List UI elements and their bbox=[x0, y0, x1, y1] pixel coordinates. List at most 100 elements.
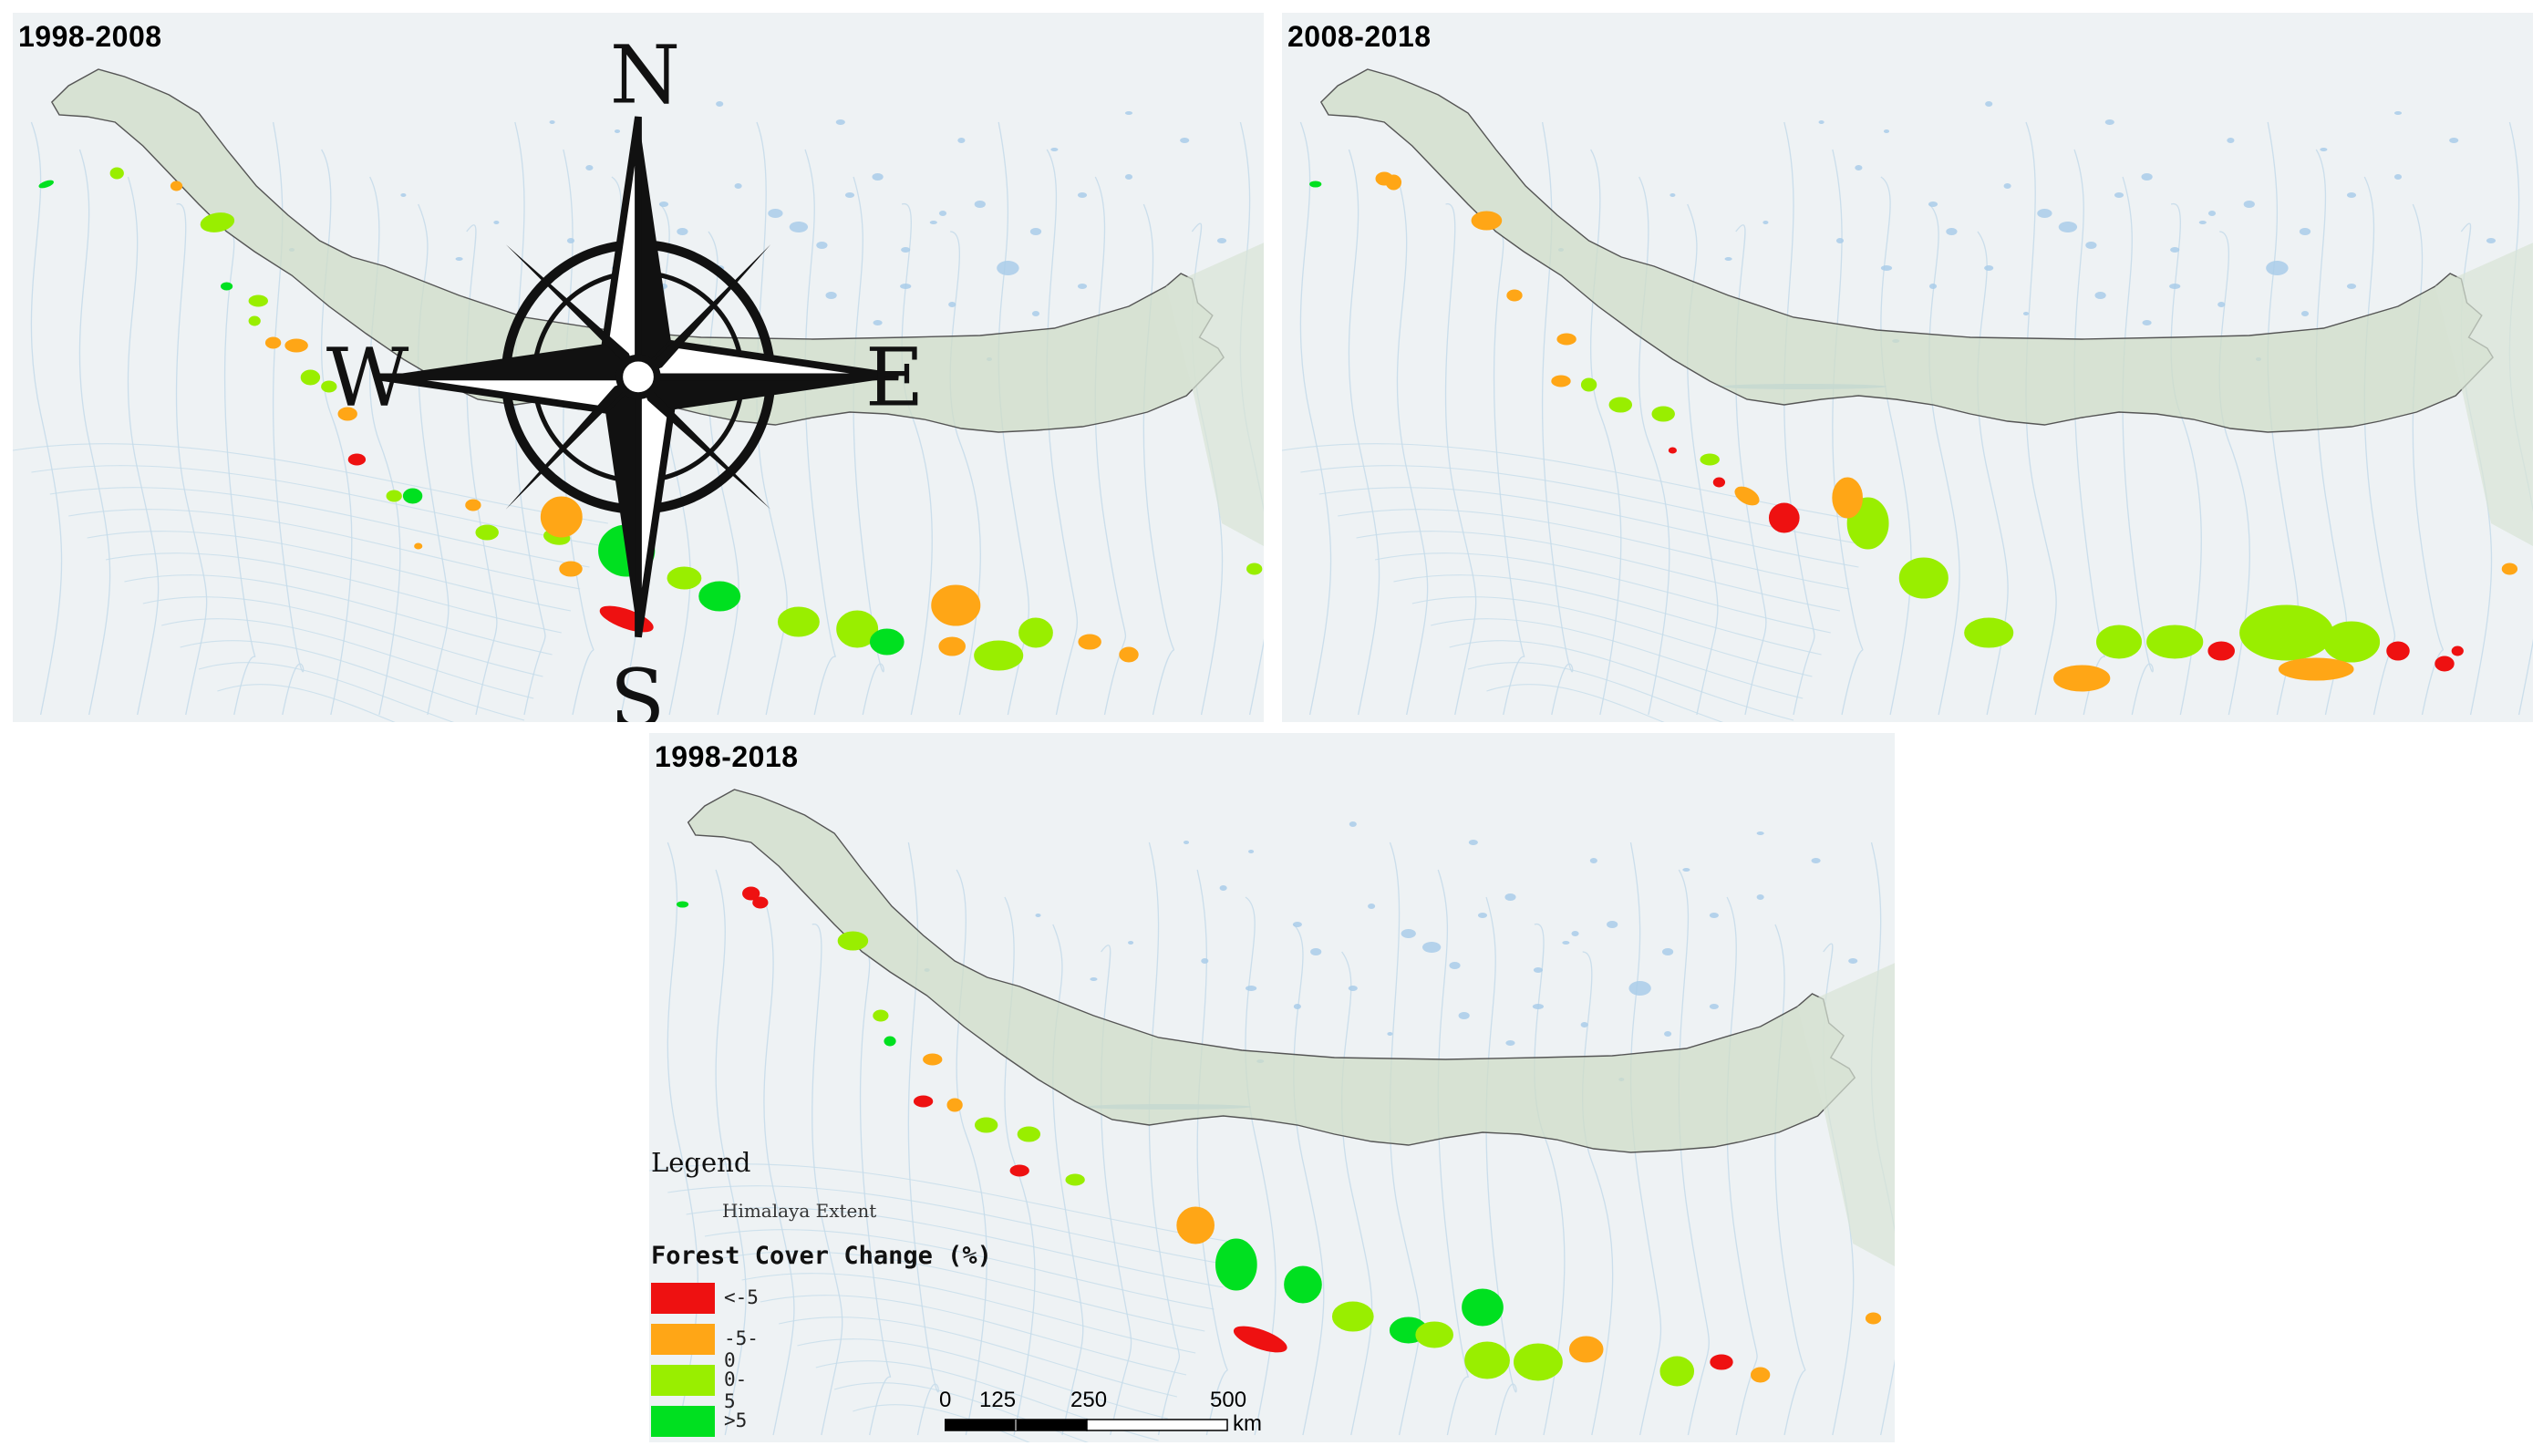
forest-change-patch bbox=[1710, 1354, 1733, 1370]
river-line bbox=[49, 487, 590, 568]
forest-change-patch bbox=[1768, 502, 1800, 533]
lake bbox=[400, 193, 407, 197]
river-line bbox=[30, 121, 63, 716]
lake bbox=[1310, 948, 1322, 955]
river-line bbox=[223, 231, 256, 716]
forest-change-patch bbox=[1734, 486, 1760, 506]
forest-change-patch bbox=[300, 369, 321, 386]
forest-change-patch bbox=[1514, 1343, 1563, 1381]
forest-change-patch bbox=[1176, 1206, 1215, 1244]
lake bbox=[2243, 201, 2255, 208]
lake bbox=[1589, 858, 1597, 863]
lake bbox=[816, 242, 828, 249]
scale-bar: 0 125 250 500 km bbox=[939, 1388, 1304, 1442]
river-line bbox=[321, 149, 353, 716]
lake bbox=[1664, 1031, 1672, 1037]
lake bbox=[997, 261, 1019, 275]
river-line bbox=[2218, 231, 2250, 716]
river-line bbox=[1396, 176, 1429, 716]
river-line bbox=[1348, 149, 1380, 716]
lake bbox=[974, 201, 986, 208]
forest-change-patch bbox=[836, 610, 879, 648]
lake bbox=[768, 209, 783, 218]
lake bbox=[455, 257, 463, 261]
forest-change-patch bbox=[1964, 617, 2014, 648]
river-line bbox=[1467, 662, 1724, 722]
lake bbox=[2170, 247, 2180, 253]
river-line bbox=[956, 869, 987, 1436]
compass-east-label: E bbox=[865, 330, 924, 424]
forest-change-patch bbox=[1017, 1126, 1041, 1142]
lake bbox=[1946, 228, 1958, 235]
river-line bbox=[723, 1251, 1205, 1332]
lake bbox=[1835, 238, 1845, 243]
map-panel-1998-2018: 1998-2018 Legend Himalaya Extent Forest … bbox=[649, 733, 1895, 1442]
lake bbox=[1662, 948, 1674, 955]
lake bbox=[1368, 904, 1376, 909]
forest-change-patch bbox=[1462, 1288, 1504, 1327]
river-line bbox=[2122, 176, 2154, 716]
river-line bbox=[1299, 121, 1332, 716]
river-line bbox=[1444, 203, 1477, 716]
river-line bbox=[1638, 176, 1670, 716]
forest-change-patch bbox=[2322, 621, 2381, 663]
forest-change-patch bbox=[475, 524, 499, 541]
river-line bbox=[1374, 552, 1831, 634]
lake bbox=[2094, 292, 2106, 299]
river-line bbox=[1046, 149, 1079, 716]
legend-extent-label: Himalaya Extent bbox=[722, 1200, 877, 1222]
lake bbox=[1628, 981, 1651, 996]
river-line bbox=[180, 640, 525, 721]
lake bbox=[1984, 265, 1994, 271]
forest-change-patch bbox=[1580, 377, 1597, 392]
forest-change-patch bbox=[284, 338, 308, 353]
lake bbox=[2141, 173, 2153, 181]
forest-change-patch bbox=[777, 606, 820, 637]
lake bbox=[1293, 1004, 1301, 1009]
lake bbox=[2104, 119, 2114, 125]
river-line bbox=[1437, 869, 1469, 1436]
lake bbox=[825, 292, 837, 299]
lake bbox=[1580, 1022, 1588, 1027]
river-line bbox=[418, 203, 450, 716]
river-line bbox=[1493, 231, 1525, 716]
lake bbox=[2037, 209, 2052, 218]
lake bbox=[2022, 312, 2030, 315]
lake bbox=[1928, 284, 1938, 289]
lake bbox=[1180, 138, 1190, 143]
lake bbox=[1468, 840, 1478, 845]
forest-change-patch bbox=[1331, 1301, 1374, 1332]
river-line bbox=[1582, 951, 1614, 1436]
forest-change-patch bbox=[1659, 1356, 1695, 1387]
river-line bbox=[1148, 842, 1181, 1436]
lake bbox=[2169, 284, 2181, 289]
lake bbox=[1031, 311, 1040, 316]
river-line bbox=[1687, 203, 1719, 716]
scale-tick-label: 500 bbox=[1210, 1388, 1247, 1412]
river-line bbox=[2412, 203, 2445, 716]
legend-class-label: <-5 bbox=[724, 1286, 759, 1308]
panel-title: 2008-2018 bbox=[1287, 20, 1432, 53]
forest-change-patch bbox=[386, 490, 402, 502]
lake bbox=[2198, 221, 2207, 224]
river-line bbox=[760, 1295, 1187, 1376]
forest-change-patch bbox=[402, 488, 423, 504]
river-line bbox=[811, 924, 843, 1436]
himalaya-extent-boundary bbox=[687, 789, 1856, 1153]
river-line bbox=[1389, 842, 1421, 1436]
lake bbox=[1562, 941, 1570, 945]
river-line bbox=[797, 1338, 1168, 1420]
forest-change-patch bbox=[1556, 333, 1576, 346]
forest-change-patch bbox=[2239, 604, 2334, 661]
lake bbox=[938, 211, 947, 216]
forest-change-patch bbox=[2386, 641, 2410, 661]
scale-tick-label: 0 bbox=[939, 1388, 952, 1412]
river-line bbox=[715, 869, 747, 1436]
legend-swatch bbox=[651, 1406, 715, 1437]
map-canvas bbox=[1282, 13, 2533, 722]
river-line bbox=[1356, 531, 1841, 612]
map-layer bbox=[1282, 13, 2533, 722]
terrain-region bbox=[1165, 243, 1264, 547]
legend-class-label: 0-5 bbox=[724, 1368, 748, 1412]
lake bbox=[1811, 858, 1821, 863]
